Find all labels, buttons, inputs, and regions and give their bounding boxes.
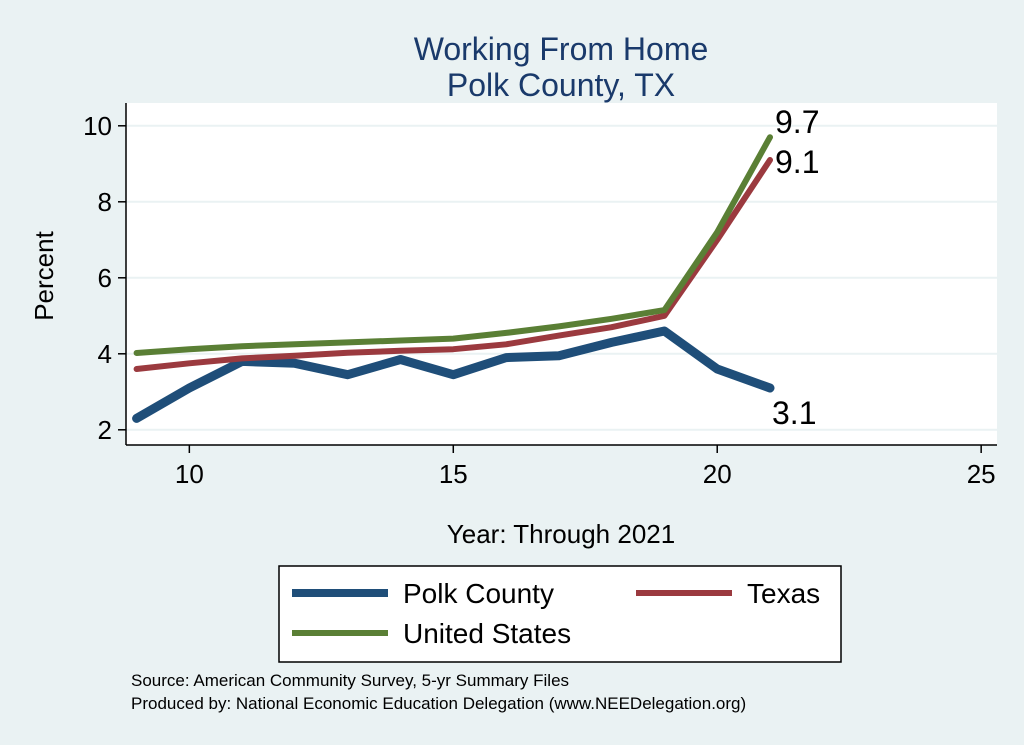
axes: 2 4 6 8 10 10 15 20 25 <box>83 103 997 489</box>
y-tick-label: 8 <box>98 187 112 217</box>
series-line-united-states <box>133 134 773 356</box>
source-note: Source: American Community Survey, 5-yr … <box>131 671 569 690</box>
legend-label-texas: Texas <box>747 578 820 609</box>
series-lines <box>132 134 775 423</box>
y-tick-label: 10 <box>83 111 112 141</box>
end-labels: 3.1 9.1 9.7 <box>772 104 819 431</box>
end-label-texas: 9.1 <box>775 144 819 180</box>
y-tick-label: 6 <box>98 263 112 293</box>
x-tick-label: 20 <box>703 459 732 489</box>
y-tick-label: 4 <box>98 339 112 369</box>
y-axis-title: Percent <box>29 230 59 320</box>
x-tick-label: 10 <box>175 459 204 489</box>
x-tick-label: 25 <box>967 459 996 489</box>
series-line-texas <box>133 157 773 372</box>
legend-label-polk-county: Polk County <box>403 578 554 609</box>
chart-title-line2: Polk County, TX <box>447 67 675 103</box>
end-label-united-states: 9.7 <box>775 104 819 140</box>
legend-label-united-states: United States <box>403 618 571 649</box>
legend-box <box>278 565 842 663</box>
legend: Polk County Texas United States <box>278 565 842 663</box>
producer-note: Produced by: National Economic Education… <box>131 694 746 713</box>
x-axis-title: Year: Through 2021 <box>447 519 675 549</box>
y-tick-label: 2 <box>98 415 112 445</box>
chart-title-line1: Working From Home <box>414 31 709 67</box>
end-label-polk-county: 3.1 <box>772 395 816 431</box>
x-tick-label: 15 <box>439 459 468 489</box>
plot-area <box>126 103 997 445</box>
